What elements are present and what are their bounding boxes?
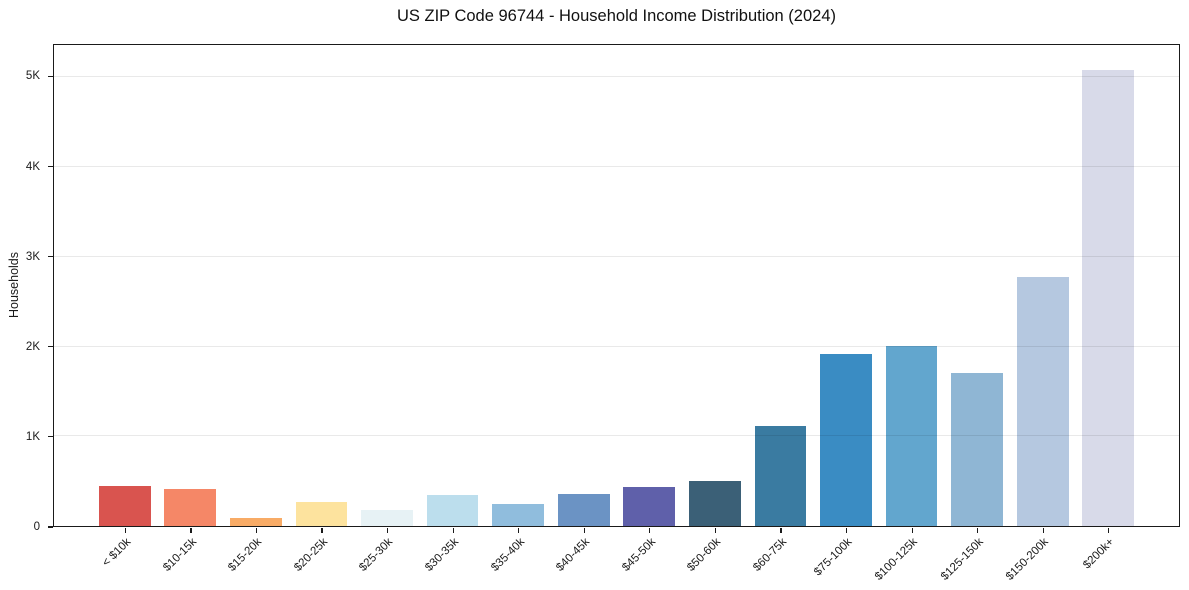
x-tick-mark <box>124 527 126 533</box>
y-tick-label: 4K <box>25 160 40 173</box>
bar-slot: $15-20k <box>223 45 289 574</box>
x-tick-mark <box>1042 527 1044 533</box>
x-tick-label: $100-125k <box>873 536 921 583</box>
x-tick-mark <box>321 527 323 533</box>
bar <box>951 372 1003 526</box>
x-tick-mark <box>1108 527 1110 533</box>
x-tick-label: $30-35k <box>423 536 462 574</box>
y-tick-mark <box>48 165 53 168</box>
x-tick-label: $75-100k <box>812 536 855 579</box>
bar-slot: $125-150k <box>939 45 1010 583</box>
bar <box>164 488 217 526</box>
chart-title: US ZIP Code 96744 - Household Income Dis… <box>396 7 836 25</box>
x-tick-mark <box>583 527 585 533</box>
bar-slot: $35-40k <box>485 45 551 574</box>
bar-slot: $100-125k <box>873 45 945 583</box>
bar <box>1082 70 1135 526</box>
x-tick-label: $35-40k <box>488 536 527 574</box>
x-tick-label: $45-50k <box>619 536 658 574</box>
bar <box>230 518 282 526</box>
x-tick-label: $20-25k <box>292 536 330 574</box>
x-tick-label: $10-15k <box>160 536 199 574</box>
bar <box>492 503 545 526</box>
x-tick-label: $50-60k <box>685 536 724 574</box>
bar-slot: $75-100k <box>812 45 879 578</box>
x-tick-mark <box>714 527 717 533</box>
x-tick-mark <box>255 527 258 533</box>
y-axis: 0 1K 2K 3K 4K 5K <box>0 44 53 533</box>
x-tick-mark <box>780 527 782 533</box>
bar-slot: $10-15k <box>158 45 224 574</box>
x-tick-mark <box>845 527 848 533</box>
y-tick-mark <box>48 255 53 258</box>
y-tick-label: 1K <box>25 430 40 443</box>
bar <box>426 494 479 526</box>
bar <box>688 481 741 526</box>
x-tick-mark <box>190 527 192 533</box>
bar-slot: $200k+ <box>1075 45 1141 571</box>
y-tick-mark <box>48 75 53 77</box>
bar-slot: $60-75k <box>748 45 814 574</box>
bar-slot: $30-35k <box>420 45 486 574</box>
x-tick-mark <box>452 527 454 533</box>
bar-slot: < $10k <box>92 45 158 569</box>
y-tick-label: 2K <box>25 340 40 353</box>
x-tick-label: $150-200k <box>1004 536 1052 583</box>
x-tick-label: $25-30k <box>357 536 396 574</box>
bar <box>361 509 413 526</box>
y-tick-label: 0 <box>33 521 40 533</box>
x-tick-mark <box>911 527 913 533</box>
x-tick-label: < $10k <box>100 536 134 570</box>
bar-slot: $50-60k <box>682 45 748 574</box>
y-tick-mark <box>48 346 53 348</box>
bar <box>623 486 676 526</box>
x-tick-mark <box>518 527 520 533</box>
bar-slot: $45-50k <box>617 45 683 574</box>
y-tick-label: 3K <box>25 250 40 263</box>
bars-container: < $10k $10-15k $15-20k $20-25k $25-30k $30-35… <box>92 45 1141 583</box>
x-tick-mark <box>649 527 651 533</box>
bar <box>820 353 872 526</box>
bar-slot: $40-45k <box>551 45 617 574</box>
bar <box>295 502 348 526</box>
x-tick-label: $15-20k <box>226 536 265 574</box>
x-tick-label: $200k+ <box>1081 536 1117 572</box>
x-tick-mark <box>977 527 979 533</box>
x-tick-mark <box>387 527 389 533</box>
y-tick-mark <box>48 526 53 528</box>
bar <box>754 425 807 526</box>
y-tick-label: 5K <box>25 70 40 83</box>
bar-slot: $25-30k <box>354 45 420 574</box>
y-tick-mark <box>48 436 53 438</box>
bar <box>557 494 610 526</box>
bar <box>98 485 151 526</box>
x-tick-label: $40-45k <box>554 536 593 574</box>
bar-slot: $150-200k <box>1004 45 1076 583</box>
x-tick-label: $125-150k <box>938 536 986 583</box>
plot-area: < $10k $10-15k $15-20k $20-25k $25-30k $30-35… <box>53 44 1180 583</box>
bar <box>885 345 938 526</box>
x-tick-label: $60-75k <box>751 536 789 574</box>
bar-slot: $20-25k <box>289 45 355 574</box>
bar <box>1016 277 1069 526</box>
